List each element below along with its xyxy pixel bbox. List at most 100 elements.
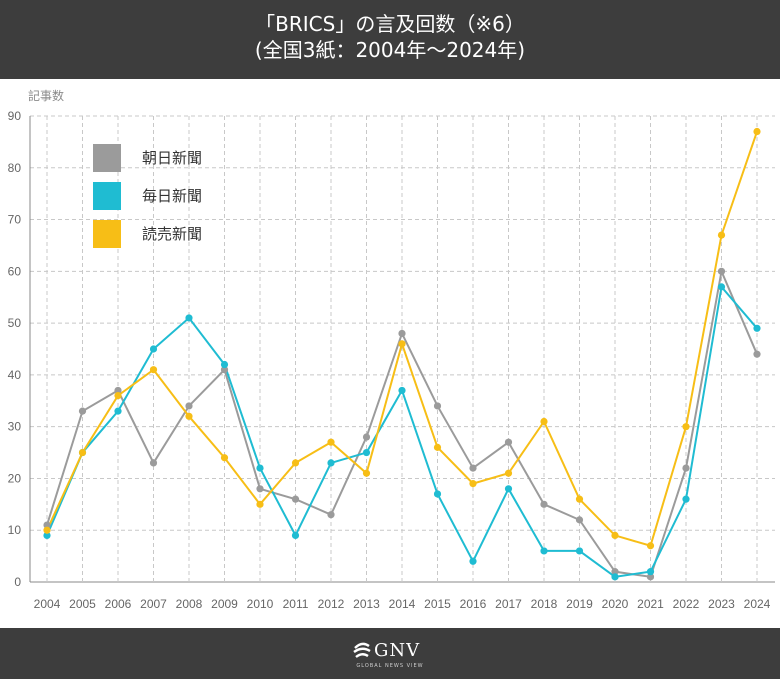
data-point-2-19 (717, 231, 726, 239)
data-point-0-17 (646, 573, 655, 581)
data-point-2-20 (753, 127, 761, 136)
data-point-0-2 (114, 386, 122, 395)
x-tick-label: 2004 (34, 597, 61, 611)
data-point-1-0 (43, 531, 51, 539)
data-point-1-14 (540, 547, 548, 555)
globe-swirl-icon (353, 642, 371, 658)
data-point-2-13 (504, 469, 513, 477)
logo-tagline: GLOBAL NEWS VIEW (356, 663, 424, 669)
y-tick-label: 30 (8, 420, 22, 434)
data-point-1-20 (753, 324, 761, 332)
data-point-2-6 (256, 500, 264, 508)
x-tick-label: 2016 (460, 597, 487, 611)
data-point-0-9 (362, 433, 371, 441)
legend-label: 朝日新聞 (142, 149, 202, 167)
data-point-2-5 (220, 454, 229, 462)
data-point-2-16 (611, 531, 619, 539)
axis-ticks: 0 10 20 30 40 50 60 70 80 90 2004 2005 2006 2007 2008 2… (8, 109, 771, 611)
data-point-0-0 (43, 521, 51, 529)
x-tick-label: 2021 (637, 597, 664, 611)
grid-lines (29, 115, 775, 583)
chart-title: 「BRICS」の言及回数（※6） (255, 12, 525, 36)
x-tick-label: 2006 (105, 597, 132, 611)
data-point-0-11 (433, 402, 442, 410)
data-point-0-13 (504, 438, 513, 446)
y-axis-label: 記事数 (28, 88, 64, 103)
gnv-logo[interactable]: GNV GLOBAL NEWS VIEW (350, 638, 430, 672)
data-point-0-12 (469, 464, 477, 472)
y-tick-label: 10 (8, 523, 22, 537)
data-point-0-4 (185, 402, 193, 410)
data-point-0-7 (291, 495, 300, 503)
chart-subtitle: (全国3紙：2004年〜2024年) (254, 38, 526, 62)
legend-label: 毎日新聞 (142, 187, 202, 205)
data-point-0-10 (398, 329, 406, 338)
data-point-0-19 (717, 267, 726, 275)
data-point-1-16 (611, 573, 619, 581)
data-point-0-6 (256, 485, 264, 493)
data-point-0-3 (149, 459, 158, 467)
data-point-2-12 (469, 480, 477, 488)
data-point-2-7 (291, 459, 300, 467)
x-tick-label: 2014 (389, 597, 416, 611)
data-point-0-15 (575, 516, 584, 524)
data-point-1-2 (114, 407, 122, 415)
x-tick-label: 2012 (318, 597, 345, 611)
data-point-0-8 (327, 511, 335, 519)
x-tick-label: 2018 (531, 597, 558, 611)
logo-text: GNV (374, 640, 421, 661)
data-point-2-18 (682, 423, 690, 431)
chart-header: 「BRICS」の言及回数（※6） (全国3紙：2004年〜2024年) (0, 0, 780, 79)
x-tick-label: 2005 (69, 597, 96, 611)
y-tick-label: 40 (8, 368, 22, 382)
legend-swatch (93, 220, 121, 248)
data-point-0-20 (753, 350, 761, 358)
data-point-2-11 (433, 443, 442, 451)
x-tick-label: 2010 (247, 597, 274, 611)
y-tick-label: 70 (8, 213, 22, 227)
data-point-2-3 (149, 366, 158, 374)
data-point-1-18 (682, 495, 690, 503)
data-point-2-0 (43, 526, 51, 534)
y-tick-label: 0 (14, 575, 21, 589)
data-point-1-5 (220, 360, 229, 369)
y-tick-label: 50 (8, 316, 22, 330)
data-point-1-15 (575, 547, 584, 555)
data-point-1-8 (327, 459, 335, 467)
data-point-1-19 (717, 283, 726, 291)
legend-label: 読売新聞 (142, 225, 202, 243)
data-point-2-9 (362, 469, 371, 477)
data-point-1-17 (646, 568, 655, 576)
x-tick-label: 2019 (566, 597, 593, 611)
y-tick-label: 90 (8, 109, 22, 123)
x-tick-label: 2007 (140, 597, 167, 611)
data-point-2-2 (114, 392, 122, 400)
y-tick-label: 20 (8, 471, 22, 485)
data-point-1-10 (398, 386, 406, 395)
x-tick-label: 2020 (602, 597, 629, 611)
y-tick-label: 80 (8, 161, 22, 175)
data-point-2-10 (398, 340, 406, 348)
footer: GNV GLOBAL NEWS VIEW (0, 628, 780, 679)
data-point-0-14 (540, 500, 548, 508)
data-point-0-1 (78, 407, 87, 415)
data-point-0-16 (611, 568, 619, 576)
data-point-1-12 (469, 557, 477, 565)
data-point-2-15 (575, 495, 584, 503)
series-points (43, 127, 761, 581)
y-tick-label: 60 (8, 264, 22, 278)
data-point-1-3 (149, 345, 158, 353)
data-point-1-4 (185, 314, 193, 322)
data-point-2-1 (78, 448, 87, 457)
x-tick-label: 2024 (744, 597, 771, 611)
data-point-0-18 (682, 464, 690, 472)
data-point-1-13 (504, 485, 513, 493)
data-point-2-4 (185, 412, 193, 420)
x-tick-label: 2011 (283, 597, 309, 611)
data-point-1-7 (291, 531, 300, 539)
x-tick-label: 2022 (673, 597, 700, 611)
legend-swatch (93, 182, 121, 210)
x-tick-label: 2023 (708, 597, 735, 611)
line-chart: 記事数 0 10 20 30 40 50 60 70 80 90 2004 2005 2006 2007 2… (8, 88, 775, 611)
